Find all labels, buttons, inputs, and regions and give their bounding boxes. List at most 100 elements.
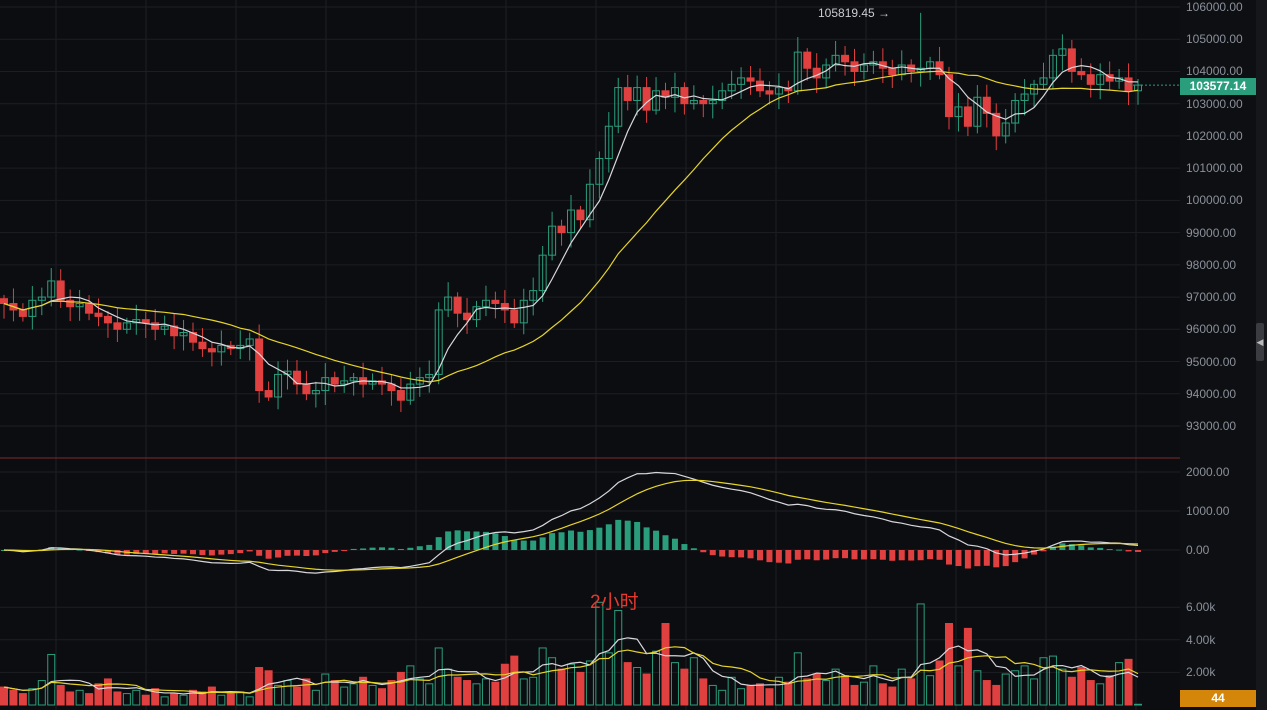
volume-bar xyxy=(633,667,642,706)
volume-bar xyxy=(595,601,604,706)
candle-up xyxy=(831,54,840,66)
macd-histogram-bar xyxy=(539,537,546,550)
volume-tick-label: 4.00k xyxy=(1186,632,1216,647)
volume-bar xyxy=(103,678,112,706)
candlestick-chart[interactable] xyxy=(0,0,1180,710)
candle-down xyxy=(888,67,897,76)
candle-up xyxy=(737,77,746,85)
volume-bar xyxy=(481,678,490,706)
volume-bar xyxy=(472,683,481,706)
candle-down xyxy=(207,348,216,353)
volume-bar xyxy=(387,680,396,706)
candle-down xyxy=(963,106,972,127)
macd-histogram-bar xyxy=(955,550,962,567)
macd-histogram-bar xyxy=(1106,549,1113,551)
macd-histogram-bar xyxy=(246,550,253,552)
price-tick-label: 97000.00 xyxy=(1186,290,1237,305)
candle-down xyxy=(396,390,405,401)
macd-histogram-bar xyxy=(435,537,442,550)
volume-bar xyxy=(718,689,727,706)
macd-histogram-bar xyxy=(709,550,716,556)
volume-bar xyxy=(746,684,755,706)
macd-histogram-bar xyxy=(161,550,168,554)
volume-bar xyxy=(831,668,840,706)
volume-bar xyxy=(378,688,386,706)
macd-histogram-bar xyxy=(586,530,593,550)
macd-histogram-bar xyxy=(653,530,660,550)
volume-bar xyxy=(207,686,216,706)
volume-ma-slow-line xyxy=(3,646,1139,694)
candle-up xyxy=(75,303,84,308)
volume-bar xyxy=(803,678,812,706)
volume-bar xyxy=(567,663,575,706)
volume-bar xyxy=(340,686,349,706)
volume-bar xyxy=(510,655,519,706)
volume-bar xyxy=(1105,675,1114,706)
collapse-panel-handle-icon[interactable]: ◀ xyxy=(1256,323,1264,361)
volume-bar xyxy=(538,647,547,706)
volume-tick-label: 2.00k xyxy=(1186,665,1216,680)
volume-bar xyxy=(56,684,65,706)
macd-histogram-bar xyxy=(492,533,499,550)
macd-histogram-bar xyxy=(454,530,461,550)
volume-bar xyxy=(66,691,75,706)
candle-up xyxy=(633,87,642,101)
macd-histogram-bar xyxy=(473,531,480,550)
price-axis[interactable] xyxy=(1180,0,1256,710)
macd-histogram-bar xyxy=(208,550,215,556)
macd-histogram-bar xyxy=(700,550,707,553)
macd-histogram-bar xyxy=(104,550,111,554)
volume-bar xyxy=(699,678,708,706)
macd-histogram-bar xyxy=(634,521,641,550)
volume-bar xyxy=(406,665,415,706)
volume-bar xyxy=(28,688,37,706)
macd-histogram-bar xyxy=(1002,550,1009,567)
volume-bar xyxy=(992,684,1001,706)
price-tick-label: 101000.00 xyxy=(1186,161,1243,176)
price-tick-label: 103000.00 xyxy=(1186,96,1243,111)
candle-up xyxy=(614,87,623,127)
candle-up xyxy=(122,322,131,330)
volume-bar xyxy=(274,684,283,706)
volume-bar xyxy=(945,623,953,706)
candle-up xyxy=(160,325,169,330)
current-price-tag: 103577.14 xyxy=(1180,78,1256,95)
candle-up xyxy=(47,280,56,298)
macd-histogram-bar xyxy=(643,527,650,550)
candle-up xyxy=(1001,122,1010,137)
macd-histogram-bar xyxy=(549,533,556,550)
macd-histogram-bar xyxy=(785,550,792,564)
volume-bar xyxy=(292,686,301,706)
volume-bar xyxy=(1001,673,1010,706)
volume-bar xyxy=(878,683,887,706)
volume-bar xyxy=(557,668,566,706)
price-tick-label: 104000.00 xyxy=(1186,64,1243,79)
price-tick-label: 98000.00 xyxy=(1186,257,1237,272)
price-tick-label: 95000.00 xyxy=(1186,354,1237,369)
macd-histogram-bar xyxy=(1021,550,1028,559)
volume-bar xyxy=(812,673,821,706)
macd-histogram-bar xyxy=(568,530,574,550)
volume-bar xyxy=(916,603,925,706)
volume-bar xyxy=(935,660,944,706)
candle-down xyxy=(170,325,179,337)
candle-down xyxy=(66,299,75,308)
volume-bar xyxy=(368,684,377,706)
volume-bar xyxy=(774,676,783,706)
macd-histogram-bar xyxy=(360,548,367,550)
volume-bar xyxy=(160,696,169,706)
macd-histogram-bar xyxy=(879,550,886,560)
macd-histogram-bar xyxy=(757,550,763,561)
volume-bar xyxy=(689,657,698,706)
macd-histogram-bar xyxy=(842,550,849,559)
macd-dea-line xyxy=(3,479,1139,571)
volume-bar xyxy=(897,668,906,706)
ma-fast-line xyxy=(3,62,1139,389)
candle-up xyxy=(567,209,575,234)
candle-up xyxy=(718,90,727,101)
candle-up xyxy=(708,99,717,105)
candle-down xyxy=(765,90,774,95)
macd-histogram-bar xyxy=(1049,546,1056,550)
volume-bar xyxy=(425,683,434,706)
macd-histogram-bar xyxy=(690,548,697,550)
